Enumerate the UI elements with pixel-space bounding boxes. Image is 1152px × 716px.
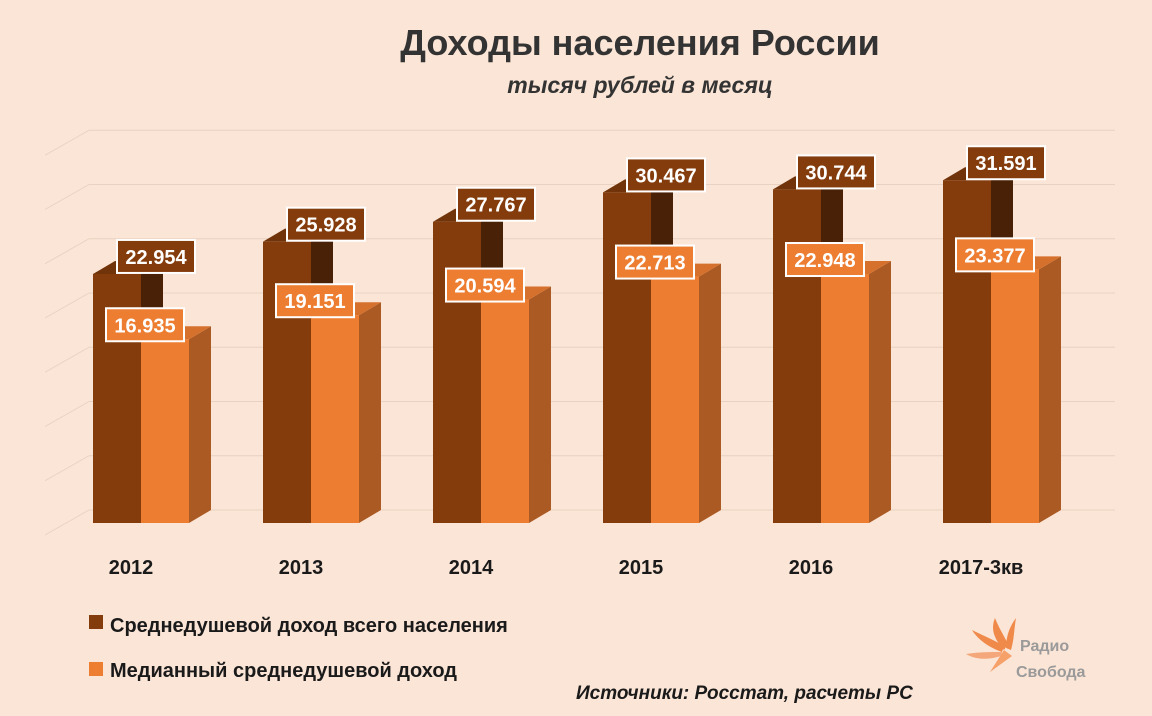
data-label-text: 22.713 <box>624 253 685 275</box>
bar-side <box>529 286 551 523</box>
logo-line-2: Свобода <box>1016 664 1086 681</box>
bar-front <box>991 269 1039 523</box>
x-tick-label: 2013 <box>279 557 324 579</box>
data-label-box <box>785 242 865 278</box>
data-label-2-2014: 20.594 <box>445 267 525 303</box>
x-tick-label: 2017-3кв <box>939 557 1024 579</box>
data-label-box <box>445 267 525 303</box>
data-label-text: 23.377 <box>964 245 1025 267</box>
bar-side <box>189 326 211 523</box>
bar-front <box>311 315 359 523</box>
bar-side <box>869 261 891 523</box>
x-tick-label: 2012 <box>109 557 154 579</box>
data-label-box <box>615 244 695 280</box>
gridline-depth <box>44 455 90 482</box>
legend-item-series-2[interactable]: Медианный среднедушевой доход <box>89 660 457 682</box>
legend-swatch <box>89 662 103 676</box>
data-label-box <box>456 186 536 222</box>
data-label-1-2013: 25.928 <box>286 206 366 242</box>
gridline-depth <box>44 346 90 373</box>
gridline-depth <box>44 292 90 319</box>
bar-front <box>821 274 869 523</box>
bar-side <box>699 263 721 523</box>
data-label-box <box>116 238 196 274</box>
data-label-2-2017-3кв: 23.377 <box>955 237 1035 273</box>
data-label-text: 25.928 <box>295 215 356 237</box>
bar-2-2016 <box>821 261 891 523</box>
bar-front <box>651 276 699 523</box>
data-label-box <box>966 145 1046 181</box>
legend: Среднедушевой доход всего населения Меди… <box>89 615 508 682</box>
gridline-depth <box>44 401 90 427</box>
data-label-2-2013: 19.151 <box>275 283 355 319</box>
data-label-text: 22.948 <box>794 250 855 272</box>
torch-flame-icon <box>966 618 1016 672</box>
radio-svoboda-logo[interactable]: Радио Свобода <box>966 618 1086 681</box>
data-label-text: 31.591 <box>975 153 1036 175</box>
bar-front <box>773 189 821 523</box>
x-axis-ticks: 2012 2013 2014 2015 2016 2017-3кв <box>109 557 1024 579</box>
data-label-text: 22.954 <box>125 247 187 269</box>
bar-front <box>603 192 651 523</box>
x-tick-label: 2016 <box>789 557 834 579</box>
legend-swatch <box>89 615 103 629</box>
data-label-1-2012: 22.954 <box>116 238 196 274</box>
source-note: Источники: Росстат, расчеты РС <box>576 683 913 704</box>
data-label-box <box>286 206 366 242</box>
data-label-box <box>796 154 876 190</box>
data-label-box <box>275 283 355 319</box>
data-label-1-2016: 30.744 <box>796 154 876 190</box>
x-tick-label: 2015 <box>619 557 664 579</box>
bar-2-2014 <box>481 286 551 523</box>
bar-2-2015 <box>651 263 721 523</box>
legend-item-series-1[interactable]: Среднедушевой доход всего населения <box>89 615 508 637</box>
legend-label: Медианный среднедушевой доход <box>110 660 457 682</box>
x-tick-label: 2014 <box>449 557 494 579</box>
data-label-box <box>105 307 185 343</box>
data-label-text: 16.935 <box>114 315 175 337</box>
bar-2-2013 <box>311 302 381 523</box>
data-label-1-2014: 27.767 <box>456 186 536 222</box>
data-label-2-2012: 16.935 <box>105 307 185 343</box>
gridline-depth <box>44 184 90 210</box>
chart-subtitle: тысяч рублей в месяц <box>507 72 773 98</box>
bar-front <box>141 339 189 523</box>
data-labels: 22.954 16.935 25.928 19.151 27.767 20.594 30.4… <box>105 145 1046 343</box>
bars <box>93 167 1061 524</box>
data-label-text: 20.594 <box>454 276 516 298</box>
bar-front <box>433 221 481 524</box>
data-label-text: 19.151 <box>284 291 345 313</box>
chart-title: Доходы населения России <box>400 22 879 63</box>
bar-front <box>481 299 529 523</box>
gridline-depth <box>44 129 90 156</box>
data-label-text: 30.467 <box>635 165 696 187</box>
data-label-2-2015: 22.713 <box>615 244 695 280</box>
data-label-text: 27.767 <box>465 195 526 217</box>
data-label-1-2017-3кв: 31.591 <box>966 145 1046 181</box>
logo-line-1: Радио <box>1020 638 1069 655</box>
data-label-box <box>626 157 706 193</box>
bar-2-2017-3кв <box>991 256 1061 523</box>
data-label-text: 30.744 <box>805 162 867 184</box>
gridline-depth <box>44 509 90 536</box>
bar-front <box>943 180 991 523</box>
legend-label: Среднедушевой доход всего населения <box>110 615 508 637</box>
data-label-1-2015: 30.467 <box>626 157 706 193</box>
bar-2-2012 <box>141 326 211 523</box>
bar-side <box>1039 256 1061 523</box>
gridline-depth <box>44 238 90 265</box>
data-label-2-2016: 22.948 <box>785 242 865 278</box>
data-label-box <box>955 237 1035 273</box>
bar-side <box>359 302 381 523</box>
